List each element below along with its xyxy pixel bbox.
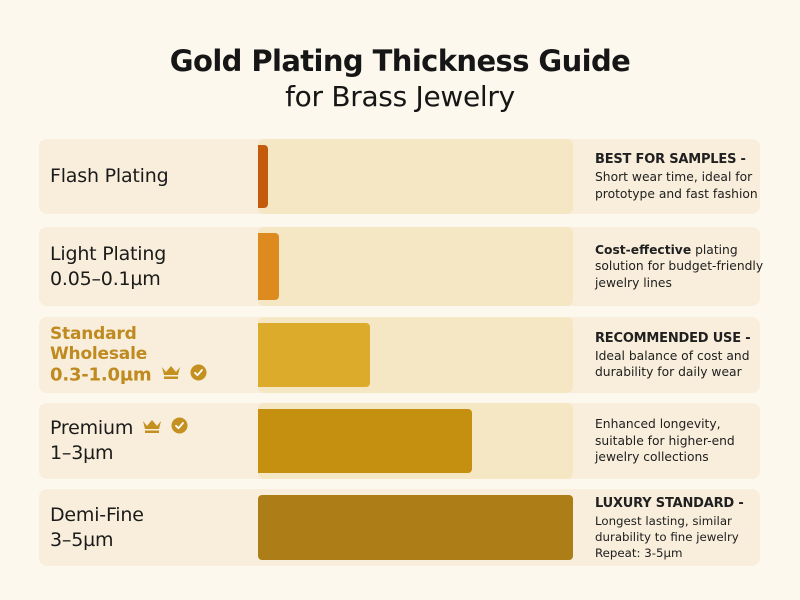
note-heading: RECOMMENDED USE -	[595, 330, 751, 346]
label-name: Premium	[50, 417, 134, 439]
row-label: Standard Wholesale 0.3-1.0µm	[39, 317, 258, 393]
row-flash-plating: Flash Plating BEST FOR SAMPLES - Short w…	[39, 139, 760, 214]
crown-icon	[161, 364, 181, 386]
page-subtitle: for Brass Jewelry	[285, 80, 515, 113]
label-thickness-line: 0.3-1.0µm	[50, 364, 258, 387]
row-label: Light Plating 0.05–0.1µm	[39, 227, 258, 306]
thickness-track	[258, 489, 573, 566]
row-note: Cost-effective plating solution for budg…	[595, 227, 765, 306]
verified-badge-icon	[190, 364, 207, 387]
row-premium: Premium 1–3µm Enhanced longevity, suitab…	[39, 403, 760, 479]
label-name-line2: Wholesale	[50, 343, 148, 364]
thickness-bar	[258, 233, 279, 300]
note-text: plating solution for budget-friendly jew…	[595, 242, 764, 290]
thickness-bar	[258, 323, 370, 387]
label-name: Light Plating	[50, 242, 167, 265]
thickness-bar	[258, 495, 573, 560]
label-name: Flash Plating	[50, 165, 169, 187]
label-name-line: Premium	[50, 416, 258, 441]
verified-badge-icon	[171, 416, 188, 441]
row-label: Premium 1–3µm	[39, 403, 258, 479]
label-name-line1: Standard	[50, 323, 137, 344]
thickness-track	[258, 403, 573, 479]
thickness-track	[258, 227, 573, 306]
note-bold: Cost-effective	[595, 242, 692, 257]
note-text: Short wear time, ideal for prototype and…	[595, 170, 758, 201]
label-thickness: 3–5µm	[50, 528, 114, 551]
label-thickness: 0.05–0.1µm	[50, 267, 161, 290]
label-name: Demi-Fine	[50, 503, 144, 526]
note-text: Longest lasting, similar durability to f…	[595, 513, 739, 560]
note-text: Ideal balance of cost and durability for…	[595, 348, 750, 380]
thickness-bar	[258, 409, 472, 473]
row-note: Enhanced longevity, suitable for higher-…	[595, 403, 765, 479]
note-heading: LUXURY STANDARD -	[595, 495, 744, 511]
row-label: Flash Plating	[39, 139, 258, 214]
thickness-track	[258, 139, 573, 214]
thickness-bar	[258, 145, 268, 208]
label-thickness: 1–3µm	[50, 442, 114, 464]
crown-icon	[142, 416, 162, 441]
row-standard-wholesale: Standard Wholesale 0.3-1.0µm RECOMMENDED…	[39, 317, 760, 393]
row-light-plating: Light Plating 0.05–0.1µm Cost-effective …	[39, 227, 763, 306]
row-label: Demi-Fine 3–5µm	[39, 489, 258, 566]
label-thickness: 0.3-1.0µm	[50, 364, 152, 385]
row-demi-fine: Demi-Fine 3–5µm LUXURY STANDARD - Longes…	[39, 489, 760, 566]
page-title: Gold Plating Thickness Guide	[169, 44, 631, 78]
row-note: RECOMMENDED USE - Ideal balance of cost …	[595, 317, 765, 393]
note-heading: BEST FOR SAMPLES -	[595, 152, 746, 167]
row-note: LUXURY STANDARD - Longest lasting, simil…	[595, 489, 765, 566]
thickness-track	[258, 317, 573, 393]
note-text: Enhanced longevity, suitable for higher-…	[595, 417, 735, 465]
row-note: BEST FOR SAMPLES - Short wear time, idea…	[595, 139, 765, 214]
